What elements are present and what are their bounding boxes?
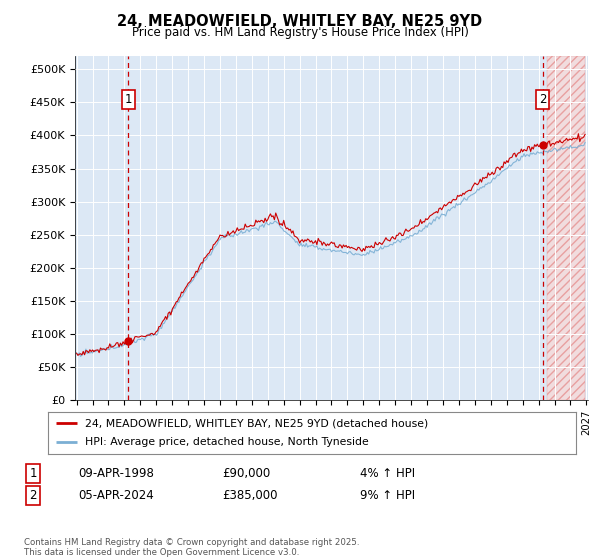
Text: Contains HM Land Registry data © Crown copyright and database right 2025.
This d: Contains HM Land Registry data © Crown c… (24, 538, 359, 557)
Text: 1: 1 (125, 92, 132, 105)
Text: £90,000: £90,000 (222, 466, 270, 480)
Text: 24, MEADOWFIELD, WHITLEY BAY, NE25 9YD (detached house): 24, MEADOWFIELD, WHITLEY BAY, NE25 9YD (… (85, 418, 428, 428)
Text: HPI: Average price, detached house, North Tyneside: HPI: Average price, detached house, Nort… (85, 437, 369, 447)
Text: 2: 2 (29, 489, 37, 502)
Text: 4% ↑ HPI: 4% ↑ HPI (360, 466, 415, 480)
Text: 9% ↑ HPI: 9% ↑ HPI (360, 489, 415, 502)
Text: Price paid vs. HM Land Registry's House Price Index (HPI): Price paid vs. HM Land Registry's House … (131, 26, 469, 39)
Text: 1: 1 (29, 466, 37, 480)
Text: 24, MEADOWFIELD, WHITLEY BAY, NE25 9YD: 24, MEADOWFIELD, WHITLEY BAY, NE25 9YD (118, 14, 482, 29)
Text: 2: 2 (539, 92, 547, 105)
Text: 09-APR-1998: 09-APR-1998 (78, 466, 154, 480)
Text: 05-APR-2024: 05-APR-2024 (78, 489, 154, 502)
Text: £385,000: £385,000 (222, 489, 277, 502)
